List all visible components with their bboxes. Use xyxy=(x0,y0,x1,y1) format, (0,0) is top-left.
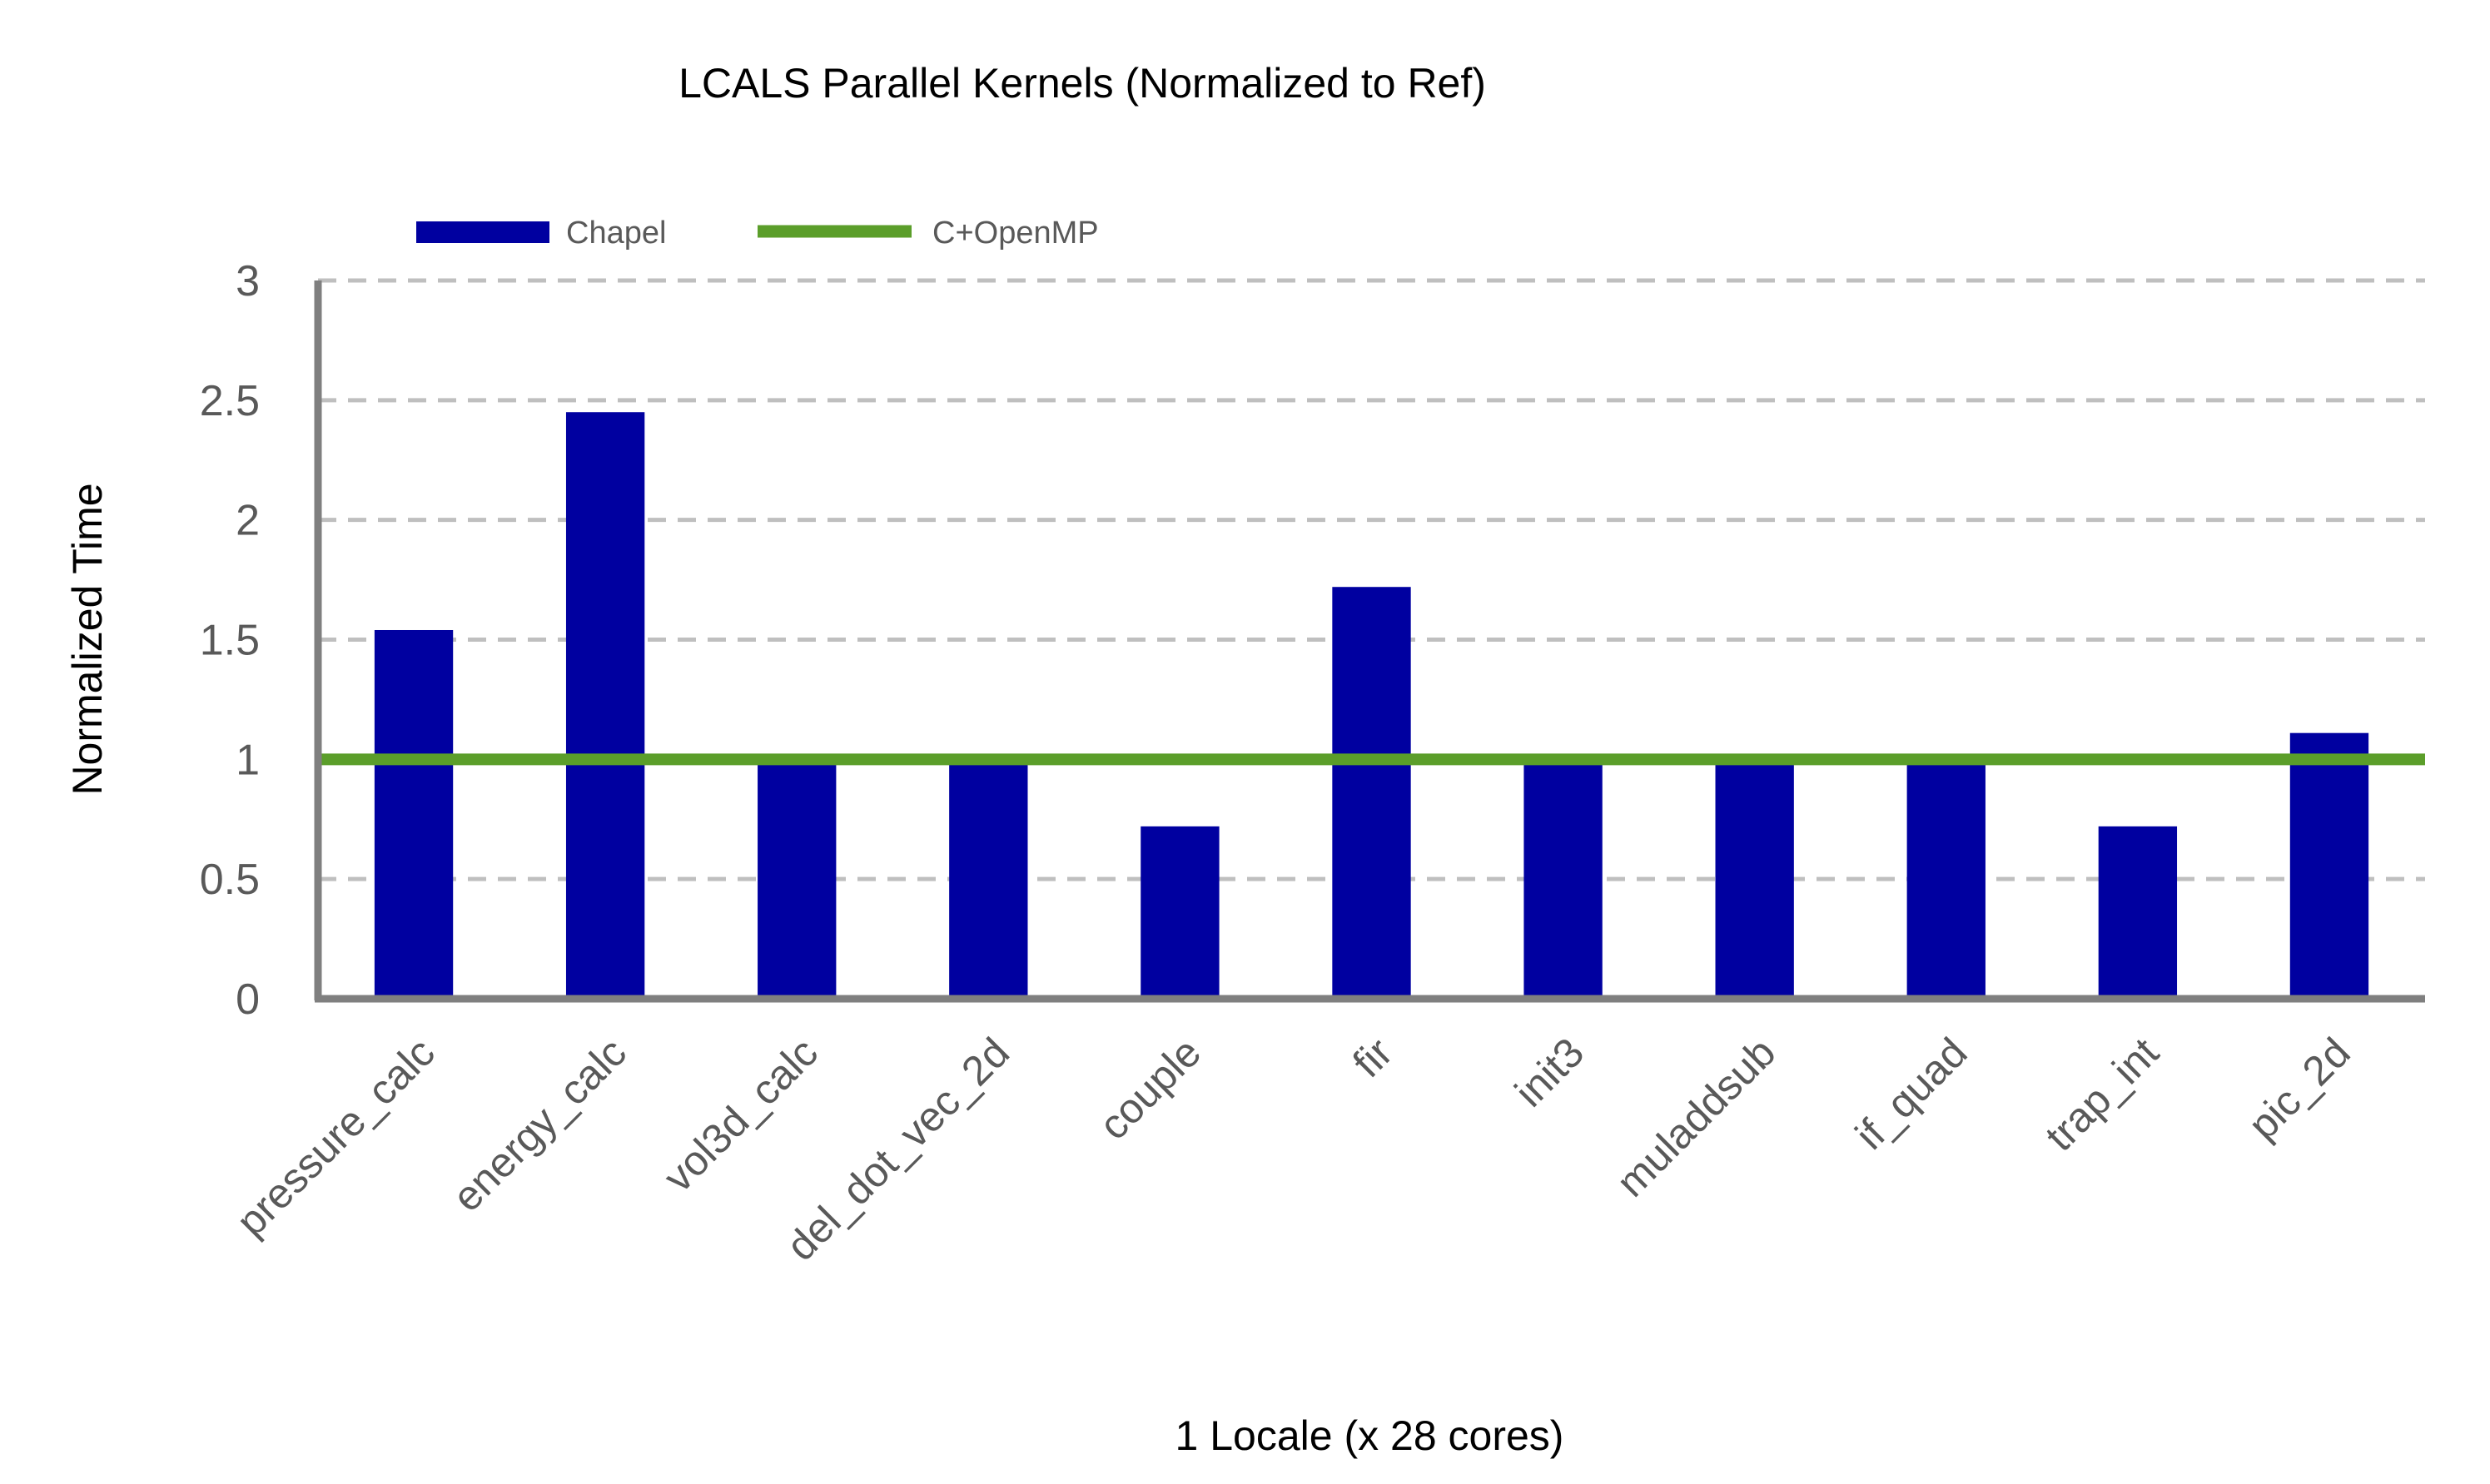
x-tick-label: energy_calc xyxy=(444,1029,635,1220)
x-tick-label: if_quad xyxy=(1846,1029,1976,1159)
legend-label-chapel: Chapel xyxy=(566,216,666,251)
x-tick-label: couple xyxy=(1090,1029,1210,1149)
y-axis-label: Normalized Time xyxy=(64,483,111,795)
y-tick-labels: 0 0.5 1 1.5 2 2.5 3 xyxy=(200,257,260,1024)
x-tick-label: vol3d_calc xyxy=(654,1029,827,1201)
bar-pic_2d xyxy=(2289,732,2369,999)
x-tick-label: init3 xyxy=(1506,1029,1593,1115)
bars xyxy=(374,412,2369,999)
chart-title: LCALS Parallel Kernels (Normalized to Re… xyxy=(678,60,1486,107)
y-tick-label: 0 xyxy=(236,975,260,1024)
bar-if_quad xyxy=(1906,762,1986,999)
x-tick-labels: pressure_calc energy_calc vol3d_calcdel_do… xyxy=(227,1029,2359,1269)
x-tick-label: fir xyxy=(1344,1029,1401,1086)
bar-trap_int xyxy=(2098,826,2178,999)
bar-pressure_calc xyxy=(374,629,454,999)
x-axis-label: 1 Locale (x 28 cores) xyxy=(1175,1412,1564,1459)
bar-fir xyxy=(1332,587,1411,999)
legend-label-openmp: C+OpenMP xyxy=(932,216,1099,251)
y-tick-label: 0.5 xyxy=(200,856,260,904)
y-tick-label: 2.5 xyxy=(200,377,260,425)
y-tick-label: 1.5 xyxy=(200,617,260,665)
y-tick-label: 3 xyxy=(236,257,260,305)
x-tick-label: trap_int xyxy=(2036,1029,2168,1160)
bar-init3 xyxy=(1523,762,1603,999)
legend: Chapel C+OpenMP xyxy=(416,216,1099,251)
x-tick-label: pressure_calc xyxy=(227,1029,444,1245)
y-tick-label: 2 xyxy=(236,497,260,545)
x-tick-label: pic_2d xyxy=(2239,1029,2359,1149)
bar-del_dot_vec_2d xyxy=(949,754,1028,999)
bar-vol3d_calc xyxy=(758,754,837,999)
y-tick-label: 1 xyxy=(236,736,260,784)
x-tick-label: muladdsub xyxy=(1608,1029,1785,1206)
bar-couple xyxy=(1141,826,1220,999)
bar-muladdsub xyxy=(1715,762,1794,999)
bar-energy_calc xyxy=(565,412,645,999)
legend-swatch-chapel xyxy=(416,221,549,243)
